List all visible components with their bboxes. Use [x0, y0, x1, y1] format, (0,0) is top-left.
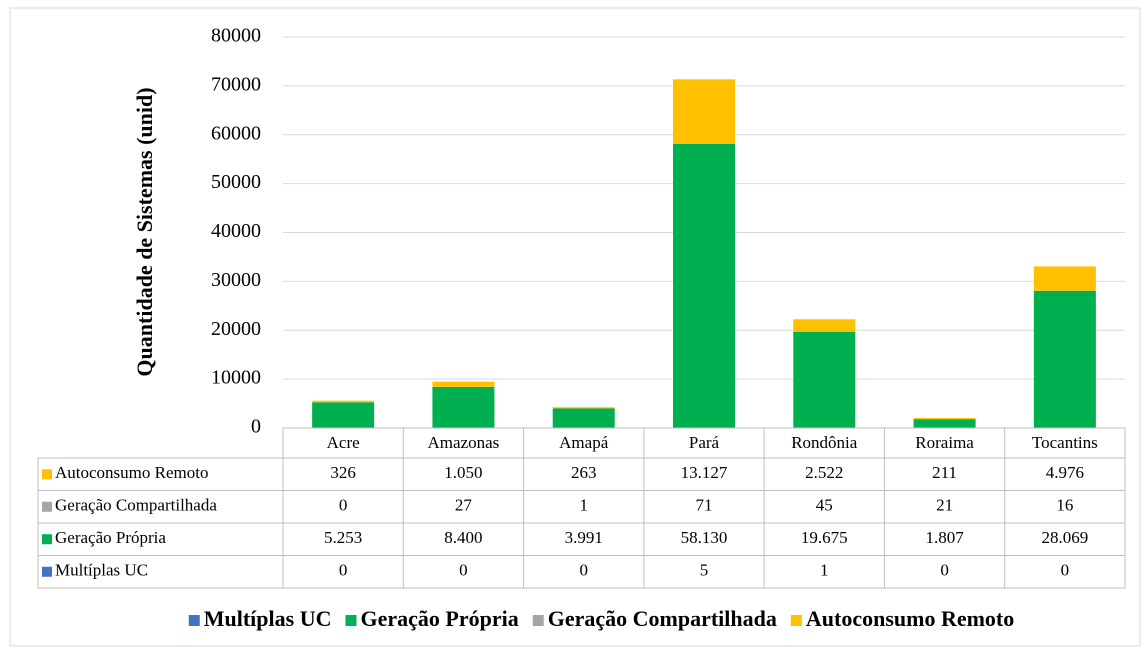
y-tick-label: 20000 [211, 318, 261, 340]
table-cell: 4.976 [1046, 463, 1084, 482]
bar-segment [673, 79, 735, 144]
table-cell: 0 [459, 561, 468, 580]
legend-swatch [790, 615, 802, 626]
legend-label: Geração Própria [360, 606, 518, 631]
x-tick-label: Acre [327, 433, 360, 452]
bar-segment [312, 400, 375, 403]
legend-swatch [532, 615, 544, 626]
table-cell: 28.069 [1041, 528, 1088, 547]
table-cell: 263 [571, 463, 597, 482]
x-tick-label: Rondônia [791, 433, 858, 452]
bar-segment [793, 319, 856, 332]
y-axis-title: Quantidade de Sistemas (unid) [132, 87, 157, 376]
table-cell: 13.127 [681, 463, 728, 482]
legend-label: Multíplas UC [204, 606, 332, 631]
table-row-label: Geração Compartilhada [55, 496, 217, 515]
table-cell: 45 [816, 496, 833, 515]
chart-border [9, 7, 1141, 647]
table-cell: 19.675 [801, 528, 848, 547]
table-cell: 16 [1056, 496, 1073, 515]
table-cell: 2.522 [805, 463, 843, 482]
table-cell: 27 [455, 496, 473, 515]
bar-segment [673, 143, 735, 428]
x-tick-label: Tocantins [1032, 433, 1098, 452]
y-tick-label: 0 [251, 416, 261, 438]
table-cell: 0 [579, 561, 588, 580]
bar-segment [552, 408, 615, 428]
table-cell: 58.130 [681, 528, 728, 547]
y-tick-label: 60000 [211, 122, 261, 144]
table-cell: 5 [700, 561, 709, 580]
table-row-label: Geração Própria [55, 528, 166, 547]
table-cell: 3.991 [565, 528, 603, 547]
bar-segment [552, 407, 615, 409]
table-row-label: Multíplas UC [55, 561, 148, 580]
bar-segment [913, 418, 976, 420]
table-cell: 1.807 [925, 528, 964, 547]
x-tick-label: Amapá [559, 433, 609, 452]
bar-segment [913, 419, 976, 428]
table-cell: 1.050 [444, 463, 482, 482]
y-tick-label: 40000 [211, 220, 261, 242]
table-cell: 71 [696, 496, 713, 515]
table-cell: 0 [339, 561, 348, 580]
table-cell: 211 [932, 463, 957, 482]
table-cell: 0 [940, 561, 949, 580]
table-cell: 5.253 [324, 528, 362, 547]
table-legend-swatch [42, 469, 52, 480]
legend-label: Autoconsumo Remoto [806, 606, 1014, 631]
x-tick-label: Roraima [915, 433, 974, 452]
legend-swatch [345, 615, 357, 626]
table-row-label: Autoconsumo Remoto [55, 463, 208, 482]
bar-segment [312, 402, 375, 428]
table-legend-swatch [42, 534, 52, 545]
bar-segment [432, 381, 495, 387]
table-cell: 326 [330, 463, 356, 482]
table-cell: 0 [1061, 561, 1070, 580]
y-tick-label: 30000 [211, 269, 261, 291]
bar-segment [1033, 266, 1096, 291]
bar-segment [1033, 290, 1096, 428]
y-tick-label: 10000 [211, 367, 261, 389]
table-legend-swatch [42, 566, 52, 577]
table-cell: 21 [936, 496, 953, 515]
bar-segment [432, 386, 495, 428]
table-cell: 8.400 [444, 528, 482, 547]
bar-segment [793, 331, 856, 428]
legend-swatch [188, 615, 200, 626]
x-tick-label: Amazonas [428, 433, 500, 452]
y-tick-label: 70000 [211, 73, 261, 95]
table-cell: 1 [579, 496, 588, 515]
table-legend-swatch [42, 501, 52, 512]
table-cell: 1 [820, 561, 829, 580]
y-tick-label: 50000 [211, 171, 261, 193]
x-tick-label: Pará [689, 433, 720, 452]
legend-label: Geração Compartilhada [548, 606, 777, 631]
y-tick-label: 80000 [211, 25, 261, 47]
table-cell: 0 [339, 496, 348, 515]
